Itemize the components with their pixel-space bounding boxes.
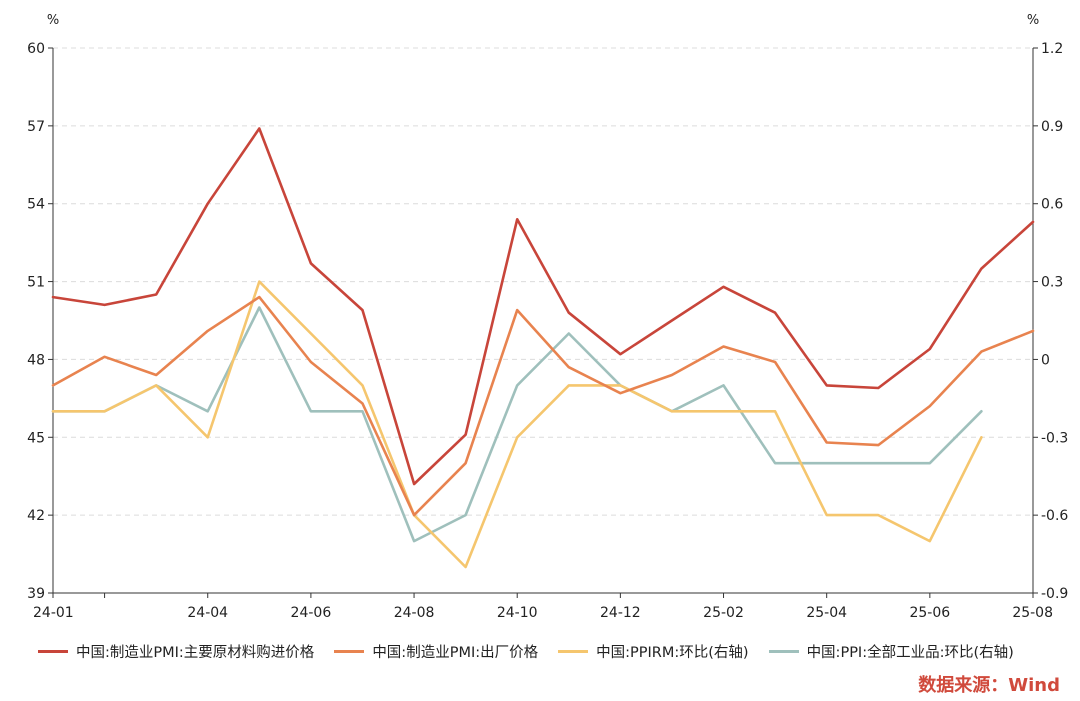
right-axis-tick-label: -0.9 xyxy=(1041,586,1068,602)
x-axis-tick-label: 25-04 xyxy=(806,605,847,621)
x-axis-tick-label: 24-08 xyxy=(394,605,435,621)
right-axis-tick-label: 0.6 xyxy=(1041,197,1063,213)
x-axis-tick-label: 24-10 xyxy=(497,605,538,621)
series-line-1 xyxy=(51,295,1035,517)
legend-label: 中国:制造业PMI:主要原材料购进价格 xyxy=(76,645,315,661)
source-note: 数据来源：Wind xyxy=(918,675,1060,696)
series-line-3 xyxy=(51,306,983,543)
series-line-0 xyxy=(51,127,1035,486)
legend: 中国:制造业PMI:主要原材料购进价格 中国:制造业PMI:出厂价格 中国:PP… xyxy=(38,641,1034,662)
right-axis-tick-label: 0.9 xyxy=(1041,119,1063,135)
x-axis-tick-label: 24-04 xyxy=(187,605,228,621)
left-axis-tick-label: 39 xyxy=(27,586,45,602)
right-axis-tick-label: -0.6 xyxy=(1041,508,1068,524)
right-axis-unit: % xyxy=(1027,13,1039,28)
right-axis-tick-label: 1.2 xyxy=(1041,41,1063,57)
right-axis-tick-label: 0 xyxy=(1041,352,1050,368)
right-axis-tick-label: -0.3 xyxy=(1041,430,1068,446)
legend-label: 中国:PPIRM:环比(右轴) xyxy=(596,645,749,661)
left-axis-tick-label: 60 xyxy=(27,41,45,57)
x-axis-tick-label: 24-06 xyxy=(291,605,332,621)
legend-swatch xyxy=(334,650,365,653)
legend-item-series-3: 中国:PPI:全部工业品:环比(右轴) xyxy=(768,641,1014,662)
x-axis-tick-label: 25-02 xyxy=(703,605,744,621)
legend-label: 中国:PPI:全部工业品:环比(右轴) xyxy=(806,645,1014,661)
left-axis-unit: % xyxy=(47,13,59,28)
left-axis-tick-label: 57 xyxy=(27,119,45,135)
legend-swatch xyxy=(768,650,799,653)
legend-item-series-1: 中国:制造业PMI:出厂价格 xyxy=(334,641,538,662)
legend-label: 中国:制造业PMI:出厂价格 xyxy=(372,645,539,661)
right-axis-tick-label: 0.3 xyxy=(1041,275,1063,291)
left-axis-tick-label: 45 xyxy=(27,430,45,446)
legend-item-series-0: 中国:制造业PMI:主要原材料购进价格 xyxy=(38,641,314,662)
series-line-2 xyxy=(51,280,983,569)
chart-canvas: 39 42 45 48 51 54 57 60 -0.9 -0.6 -0.3 0 0.3 0.6 0.9 1.… xyxy=(27,13,1068,621)
legend-swatch xyxy=(38,650,68,653)
left-axis-tick-label: 51 xyxy=(27,275,45,291)
x-axis-tick-label: 24-01 xyxy=(33,605,74,621)
x-axis-tick-label: 25-08 xyxy=(1012,605,1053,621)
legend-swatch xyxy=(558,650,589,653)
x-axis-tick-label: 24-12 xyxy=(600,605,641,621)
legend-item-series-2: 中国:PPIRM:环比(右轴) xyxy=(558,641,749,662)
x-axis-tick-label: 25-06 xyxy=(909,605,950,621)
left-axis-tick-label: 48 xyxy=(27,352,45,368)
left-axis-tick-label: 42 xyxy=(27,508,45,524)
left-axis-tick-label: 54 xyxy=(27,197,45,213)
